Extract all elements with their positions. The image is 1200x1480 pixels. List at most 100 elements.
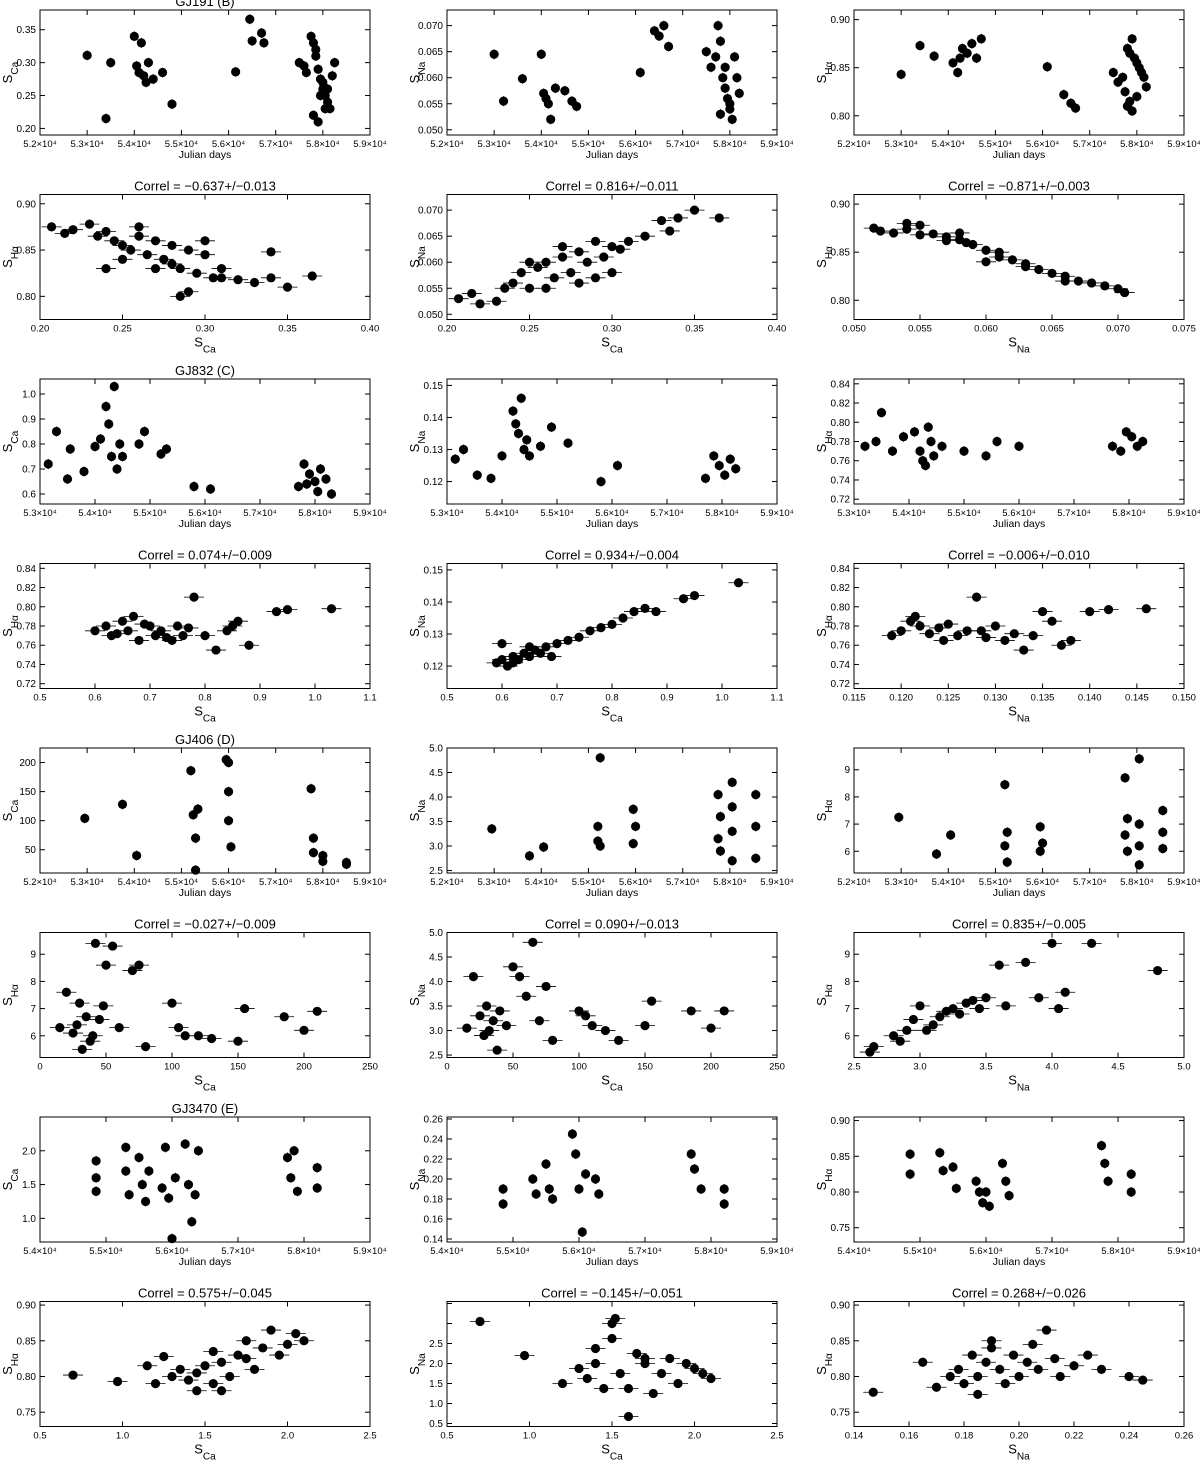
data-point	[190, 1189, 200, 1200]
data-point	[109, 1023, 130, 1033]
data-point	[90, 441, 100, 452]
data-point	[1015, 957, 1036, 967]
panel-16: Correl = −0.027+/−0.009 0 50 100 150 200 250 6 7…	[0, 917, 378, 1094]
data-point	[552, 252, 573, 262]
x-tick-label: 5.3×10⁴	[884, 877, 917, 888]
data-point	[569, 247, 589, 257]
data-point	[101, 401, 111, 412]
x-tick-label: 5.7×10⁴	[1073, 877, 1106, 888]
plot-frame	[39, 747, 371, 874]
x-tick-label: 100	[571, 1062, 587, 1073]
data-point	[511, 268, 532, 278]
data-point	[63, 1028, 83, 1038]
data-point	[955, 53, 965, 64]
plot-frame	[446, 378, 778, 505]
data-point	[186, 765, 196, 776]
data-point	[519, 642, 540, 652]
data-point	[117, 451, 128, 462]
data-point	[896, 69, 906, 80]
y-axis-label: SHα	[814, 799, 835, 821]
panel-23: Correl = −0.145+/−0.051 0.5 1.0 1.5 2.0 2.5 0.…	[407, 1286, 784, 1463]
data-point	[713, 789, 723, 800]
x-tick-label: 0.150	[1172, 693, 1196, 704]
x-tick-label: 0.135	[1031, 693, 1055, 704]
data-point	[129, 231, 149, 241]
data-point	[673, 594, 694, 604]
data-point	[1134, 859, 1144, 870]
y-tick-label: 0.30	[17, 58, 37, 69]
plot-frame	[39, 9, 371, 136]
data-point	[301, 67, 311, 78]
data-point	[1139, 72, 1149, 83]
data-point	[1127, 105, 1137, 116]
panel-title: GJ191 (B)	[175, 0, 234, 9]
y-axis-label: SCa	[0, 61, 21, 83]
data-point	[486, 296, 507, 306]
data-point	[107, 1376, 128, 1387]
data-point	[860, 441, 870, 452]
data-point	[612, 460, 623, 471]
x-tick-label: 3.0	[913, 1062, 926, 1073]
data-point	[203, 1379, 224, 1389]
data-point	[136, 37, 146, 48]
data-point	[681, 1006, 702, 1016]
data-point	[244, 1364, 265, 1374]
panel-title: GJ3470 (E)	[172, 1101, 238, 1116]
data-point	[729, 51, 740, 62]
data-point	[580, 626, 600, 636]
x-tick-label: 250	[362, 1062, 378, 1073]
data-point	[929, 1012, 950, 1022]
data-point	[715, 811, 726, 822]
data-point	[700, 473, 711, 484]
data-point	[863, 1387, 884, 1397]
data-point	[684, 1363, 705, 1374]
x-tick-label: 5.4×10⁴	[837, 1246, 870, 1257]
x-tick-label: 5.8×10⁴	[287, 1246, 320, 1257]
data-point	[516, 991, 537, 1001]
data-point	[948, 1162, 958, 1172]
y-tick-label: 0.85	[17, 1336, 37, 1347]
data-point	[313, 64, 323, 75]
data-point	[1064, 1361, 1084, 1371]
data-point	[463, 972, 484, 982]
y-axis-label: SHα	[814, 615, 835, 637]
data-point	[938, 619, 959, 629]
data-point	[910, 621, 930, 631]
data-point	[967, 38, 977, 49]
data-point	[497, 450, 507, 461]
data-point	[938, 1165, 948, 1176]
data-point	[321, 604, 342, 614]
data-point	[56, 987, 77, 997]
y-tick-label: 0.14	[424, 413, 444, 424]
data-point	[985, 621, 1006, 631]
data-point	[121, 1166, 131, 1177]
data-point	[137, 1179, 147, 1190]
data-point	[153, 254, 174, 264]
x-tick-label: 5.7×10⁴	[1073, 139, 1106, 150]
x-tick-label: 5.3×10⁴	[837, 508, 870, 519]
data-point	[313, 116, 323, 127]
data-point	[1055, 987, 1076, 997]
data-point	[494, 283, 515, 293]
data-point	[618, 236, 639, 246]
data-point	[951, 1183, 961, 1194]
y-axis-label: SNa	[407, 61, 428, 83]
y-axis-label: SHα	[0, 246, 21, 268]
data-point	[96, 621, 116, 631]
data-point	[148, 74, 158, 85]
x-tick-label: 5.9×10⁴	[1167, 508, 1200, 519]
x-tick-label: 5.2×10⁴	[23, 877, 56, 888]
x-tick-label: 0.35	[685, 324, 704, 335]
plot-frame	[853, 1301, 1185, 1427]
x-tick-label: 250	[769, 1062, 785, 1073]
x-tick-label: 5.6×10⁴	[188, 508, 221, 519]
data-point	[1158, 827, 1168, 838]
data-point	[550, 83, 561, 94]
x-tick-label: 5.2×10⁴	[430, 139, 463, 150]
y-tick-label: 7	[844, 1004, 850, 1015]
plot-frame	[446, 9, 778, 136]
y-tick-label: 0.82	[831, 399, 851, 410]
data-point	[1028, 1364, 1049, 1374]
y-tick-label: 0.76	[831, 641, 851, 652]
